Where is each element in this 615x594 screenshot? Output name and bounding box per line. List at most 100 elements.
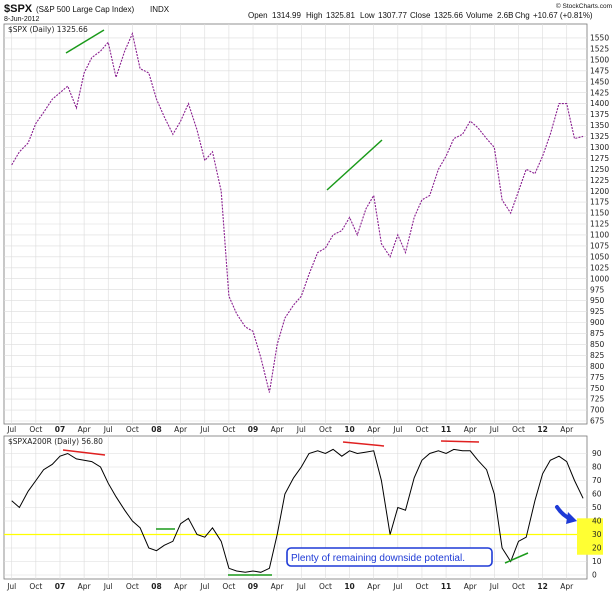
price-y-tick: 1300 bbox=[590, 143, 609, 152]
price-x-tick: 09 bbox=[248, 425, 258, 434]
oscillator-y-tick: 50 bbox=[592, 503, 602, 512]
price-y-tick: 800 bbox=[590, 362, 605, 371]
oscillator-legend: $SPXA200R (Daily) 56.80 bbox=[8, 437, 103, 446]
price-y-tick: 1375 bbox=[590, 110, 609, 119]
oscillator-x-tick: Apr bbox=[560, 582, 574, 591]
price-x-tick: Oct bbox=[222, 425, 235, 434]
price-gridlines bbox=[4, 24, 587, 424]
price-x-tick: Oct bbox=[29, 425, 42, 434]
price-y-tick: 925 bbox=[590, 307, 605, 316]
price-x-tick: Oct bbox=[512, 425, 525, 434]
volume-label: Volume bbox=[466, 11, 493, 20]
price-y-tick: 750 bbox=[590, 384, 605, 393]
oscillator-y-tick: 80 bbox=[592, 463, 602, 472]
price-y-tick: 775 bbox=[590, 373, 605, 382]
price-trendlines bbox=[65, 29, 383, 191]
price-y-tick: 1500 bbox=[590, 55, 609, 64]
price-y-tick: 1325 bbox=[590, 132, 609, 141]
price-x-tick: Apr bbox=[271, 425, 285, 434]
oscillator-x-tick: 08 bbox=[151, 582, 161, 591]
price-x-tick: Apr bbox=[464, 425, 478, 434]
low-label: Low bbox=[360, 11, 375, 20]
oscillator-y-tick: 70 bbox=[592, 476, 602, 485]
price-y-tick: 1075 bbox=[590, 241, 609, 250]
low-value: 1307.77 bbox=[378, 11, 407, 20]
volume-value: 2.6B bbox=[497, 11, 513, 20]
oscillator-x-tick: Oct bbox=[29, 582, 42, 591]
price-x-tick: 08 bbox=[151, 425, 161, 434]
high-label: High bbox=[306, 11, 322, 20]
price-x-tick: Apr bbox=[367, 425, 381, 434]
open-label: Open bbox=[248, 11, 268, 20]
oscillator-y-tick: 90 bbox=[592, 449, 602, 458]
price-y-tick: 1000 bbox=[590, 274, 609, 283]
price-legend: $SPX (Daily) 1325.66 bbox=[8, 25, 88, 34]
price-y-tick: 1450 bbox=[590, 77, 609, 86]
price-x-tick: Apr bbox=[78, 425, 92, 434]
oscillator-x-tick: Oct bbox=[126, 582, 139, 591]
price-y-tick: 1475 bbox=[590, 66, 609, 75]
chart-header: $SPX (S&P 500 Large Cap Index) INDX 8-Ju… bbox=[4, 2, 612, 23]
price-x-tick: Jul bbox=[199, 425, 209, 434]
bottom-2011 bbox=[504, 552, 529, 564]
oscillator-y-tick: 10 bbox=[592, 557, 602, 566]
oscillator-x-tick: Apr bbox=[271, 582, 285, 591]
oscillator-x-tick: Apr bbox=[464, 582, 478, 591]
oscillator-x-tick: Jul bbox=[103, 582, 113, 591]
price-y-tick: 1400 bbox=[590, 99, 609, 108]
watermark: © StockCharts.com bbox=[556, 2, 612, 10]
spx-price-line bbox=[11, 31, 584, 393]
price-y-tick: 1125 bbox=[590, 220, 609, 229]
price-x-tick: Apr bbox=[174, 425, 188, 434]
price-x-tick: Jul bbox=[392, 425, 402, 434]
price-x-tick: Apr bbox=[560, 425, 574, 434]
oscillator-y-tick: 30 bbox=[592, 530, 602, 539]
price-y-tick: 1425 bbox=[590, 88, 609, 97]
close-label: Close bbox=[410, 11, 431, 20]
price-y-tick: 1225 bbox=[590, 176, 609, 185]
price-x-tick: Jul bbox=[296, 425, 306, 434]
annotation-callout: Plenty of remaining downside potential. bbox=[286, 547, 493, 567]
oscillator-x-tick: 09 bbox=[248, 582, 258, 591]
oscillator-x-tick: Apr bbox=[174, 582, 188, 591]
oscillator-x-tick: 12 bbox=[537, 582, 547, 591]
price-y-tick: 875 bbox=[590, 329, 605, 338]
price-y-tick: 1250 bbox=[590, 165, 609, 174]
oscillator-x-tick: Oct bbox=[512, 582, 525, 591]
oscillator-x-tick: Apr bbox=[78, 582, 92, 591]
price-y-tick: 850 bbox=[590, 340, 605, 349]
oscillator-x-tick: Jul bbox=[296, 582, 306, 591]
price-y-tick: 1050 bbox=[590, 252, 609, 261]
price-panel: 675 700 725 750 775 800 825 850 875 900 925 950 975 1… bbox=[3, 23, 609, 426]
oscillator-panel: $SPXA200R (Daily) 56.80 Plenty of remain… bbox=[3, 435, 603, 580]
annotation-box bbox=[286, 547, 493, 567]
chg-value: +10.67 (+0.81%) bbox=[533, 11, 593, 20]
price-x-tick: Jul bbox=[103, 425, 113, 434]
trendline-2010 bbox=[326, 139, 383, 191]
price-x-tick: 12 bbox=[537, 425, 547, 434]
price-x-tick: Oct bbox=[415, 425, 428, 434]
price-y-tick: 1550 bbox=[590, 34, 609, 43]
price-x-tick: Oct bbox=[126, 425, 139, 434]
oscillator-x-tick: Apr bbox=[367, 582, 381, 591]
price-y-tick: 1200 bbox=[590, 187, 609, 196]
oscillator-x-tick: Jul bbox=[199, 582, 209, 591]
price-y-tick: 975 bbox=[590, 285, 605, 294]
oscillator-x-tick: Oct bbox=[415, 582, 428, 591]
price-y-tick: 1150 bbox=[590, 209, 609, 218]
oscillator-x-tick: 11 bbox=[441, 582, 451, 591]
arrow-down-right-icon bbox=[555, 505, 577, 524]
price-x-tick: 11 bbox=[441, 425, 451, 434]
oscillator-x-tick: Jul bbox=[6, 582, 16, 591]
symbol-name: (S&P 500 Large Cap Index) bbox=[36, 5, 134, 14]
price-y-tick: 700 bbox=[590, 406, 605, 415]
price-y-tick: 725 bbox=[590, 395, 605, 404]
price-y-tick: 1525 bbox=[590, 44, 609, 53]
price-y-axis: 675 700 725 750 775 800 825 850 875 900 925 950 975 1… bbox=[590, 34, 609, 426]
price-y-tick: 950 bbox=[590, 296, 605, 305]
highlight-box bbox=[577, 518, 603, 555]
oscillator-y-tick: 20 bbox=[592, 544, 602, 553]
oscillator-x-tick: Oct bbox=[222, 582, 235, 591]
oscillator-y-tick: 60 bbox=[592, 490, 602, 499]
price-y-tick: 900 bbox=[590, 318, 605, 327]
